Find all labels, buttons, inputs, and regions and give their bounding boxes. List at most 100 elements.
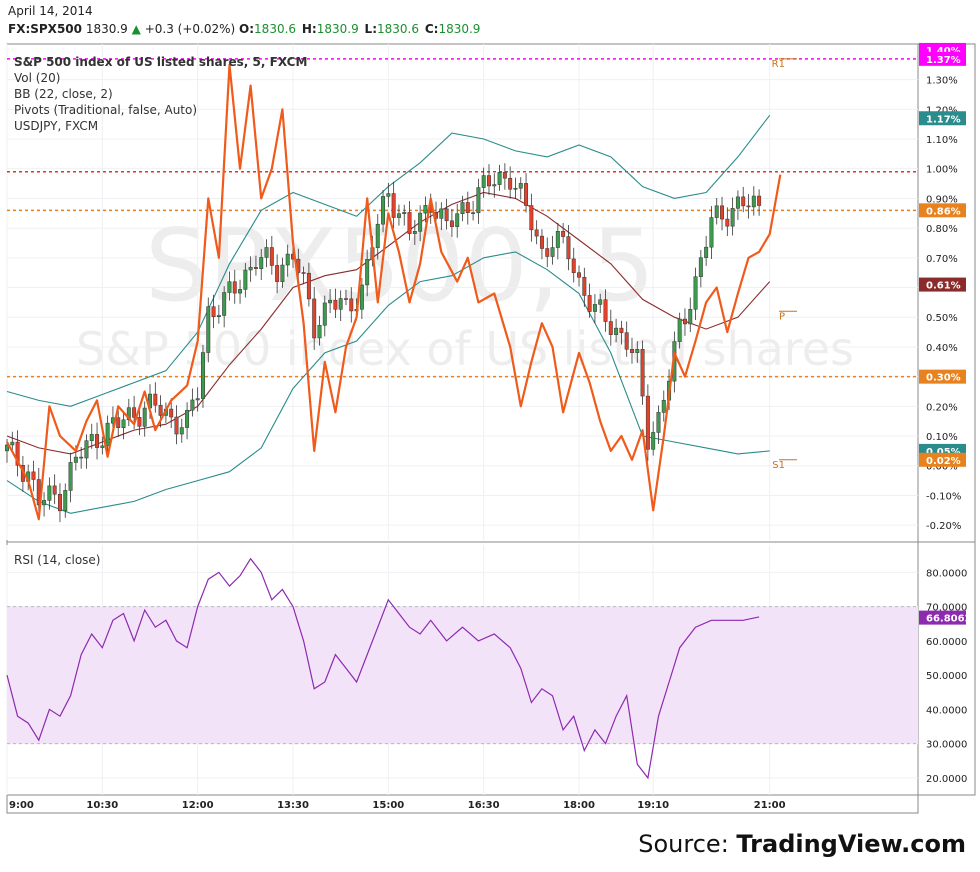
price-badge: 0.61%: [926, 281, 961, 292]
price-tick-label: 1.00%: [926, 165, 958, 176]
symbol-label[interactable]: FX:SPX500: [8, 22, 82, 36]
candle: [577, 272, 581, 278]
candle: [608, 321, 613, 335]
candle: [497, 172, 502, 185]
candle: [735, 196, 740, 209]
candle: [720, 205, 725, 220]
price-badge: 1.17%: [926, 114, 961, 125]
candle: [656, 412, 661, 433]
candle: [571, 258, 576, 273]
horizontal-levels: R1 P S1: [7, 58, 918, 471]
ohlc-close-value: 1830.9: [438, 22, 481, 36]
candle: [79, 456, 84, 459]
candle: [746, 205, 751, 208]
indicator-legend[interactable]: S&P 500 index of US listed shares, 5, FX…: [14, 55, 307, 567]
watermark-description: S&P 500 index of US listed shares: [76, 322, 854, 376]
candle: [349, 298, 354, 312]
candle: [365, 259, 370, 286]
rsi-series: [6, 557, 760, 780]
candle: [52, 485, 57, 495]
legend-vol[interactable]: Vol (20): [14, 71, 60, 85]
candle: [614, 327, 619, 335]
price-tick-label: 0.40%: [926, 343, 958, 354]
candle: [381, 196, 386, 225]
candle: [693, 276, 698, 310]
candle: [344, 298, 348, 300]
candle: [275, 265, 280, 282]
ohlc-open-label: O:: [239, 22, 255, 36]
candle: [587, 295, 592, 312]
candle: [661, 399, 666, 413]
candle: [10, 441, 15, 446]
candle: [169, 408, 174, 418]
candle: [312, 298, 317, 339]
candle: [630, 349, 634, 353]
rsi-tick-label: 60.0000: [926, 637, 967, 648]
candle: [751, 195, 756, 208]
candle: [714, 205, 719, 218]
candle: [216, 315, 221, 318]
legend-pivots[interactable]: Pivots (Traditional, false, Auto): [14, 103, 197, 117]
legend-bb[interactable]: BB (22, close, 2): [14, 87, 113, 101]
candle: [508, 177, 513, 190]
candle: [757, 195, 762, 206]
candle: [555, 231, 560, 248]
price-tick-label: 0.00%: [926, 462, 958, 473]
candle: [317, 325, 322, 339]
candle: [89, 434, 94, 441]
pivot-label-R1: R1: [772, 59, 785, 70]
candle: [741, 196, 746, 207]
source-credit: Source: TradingView.com: [638, 830, 966, 858]
candle: [206, 306, 211, 353]
time-axis[interactable]: 9:00 10:30 12:00 13:30 15:00 16:30 18:00 19:10 2…: [9, 800, 786, 811]
ohlc-high-value: 1830.9: [316, 22, 359, 36]
time-tick-label: 10:30: [86, 800, 118, 811]
candle: [561, 231, 566, 237]
price-badge: 1.40%: [926, 46, 961, 57]
candle: [285, 253, 290, 266]
candle: [407, 212, 412, 234]
price-axis[interactable]: 1.30%1.20%1.10%1.00%0.90%0.80%0.70%0.60%…: [926, 76, 967, 785]
candle: [153, 393, 158, 406]
candle: [121, 419, 126, 428]
time-tick-label: 13:30: [277, 800, 309, 811]
price-badge: 1.37%: [926, 55, 961, 66]
candle: [651, 432, 656, 450]
candle: [635, 348, 640, 353]
candle: [640, 348, 645, 397]
time-tick-label: 21:00: [754, 800, 786, 811]
price-tick-label: -0.10%: [926, 491, 961, 502]
candle: [375, 223, 380, 248]
candle: [68, 462, 73, 491]
candle: [253, 267, 258, 269]
price-tick-label: 0.50%: [926, 313, 958, 324]
candle: [306, 272, 311, 300]
legend-rsi[interactable]: RSI (14, close): [14, 553, 100, 567]
candle: [63, 490, 68, 512]
candle: [423, 205, 428, 214]
legend-usdjpy[interactable]: USDJPY, FXCM: [14, 119, 98, 133]
candle: [476, 187, 481, 214]
price-badge-bg: [919, 111, 966, 126]
time-tick-label: 15:00: [372, 800, 404, 811]
candle: [539, 235, 544, 249]
price-badge-bg: [919, 203, 966, 218]
legend-title[interactable]: S&P 500 index of US listed shares, 5, FX…: [14, 55, 307, 69]
candle: [524, 183, 529, 206]
ohlc-low-label: L:: [364, 22, 377, 36]
candle: [158, 404, 163, 416]
candle: [582, 276, 587, 296]
rsi-tick-label: 40.0000: [926, 705, 967, 716]
candle: [190, 399, 195, 411]
candle: [502, 172, 507, 179]
candle: [677, 318, 682, 342]
candle: [487, 175, 491, 187]
candle: [412, 231, 417, 234]
price-tick-label: 1.20%: [926, 105, 958, 116]
ohlc-open-value: 1830.6: [254, 22, 297, 36]
candle: [322, 302, 327, 326]
price-tick-label: 0.20%: [926, 402, 958, 413]
up-arrow-icon: ▲: [131, 22, 141, 36]
candle: [200, 352, 205, 399]
